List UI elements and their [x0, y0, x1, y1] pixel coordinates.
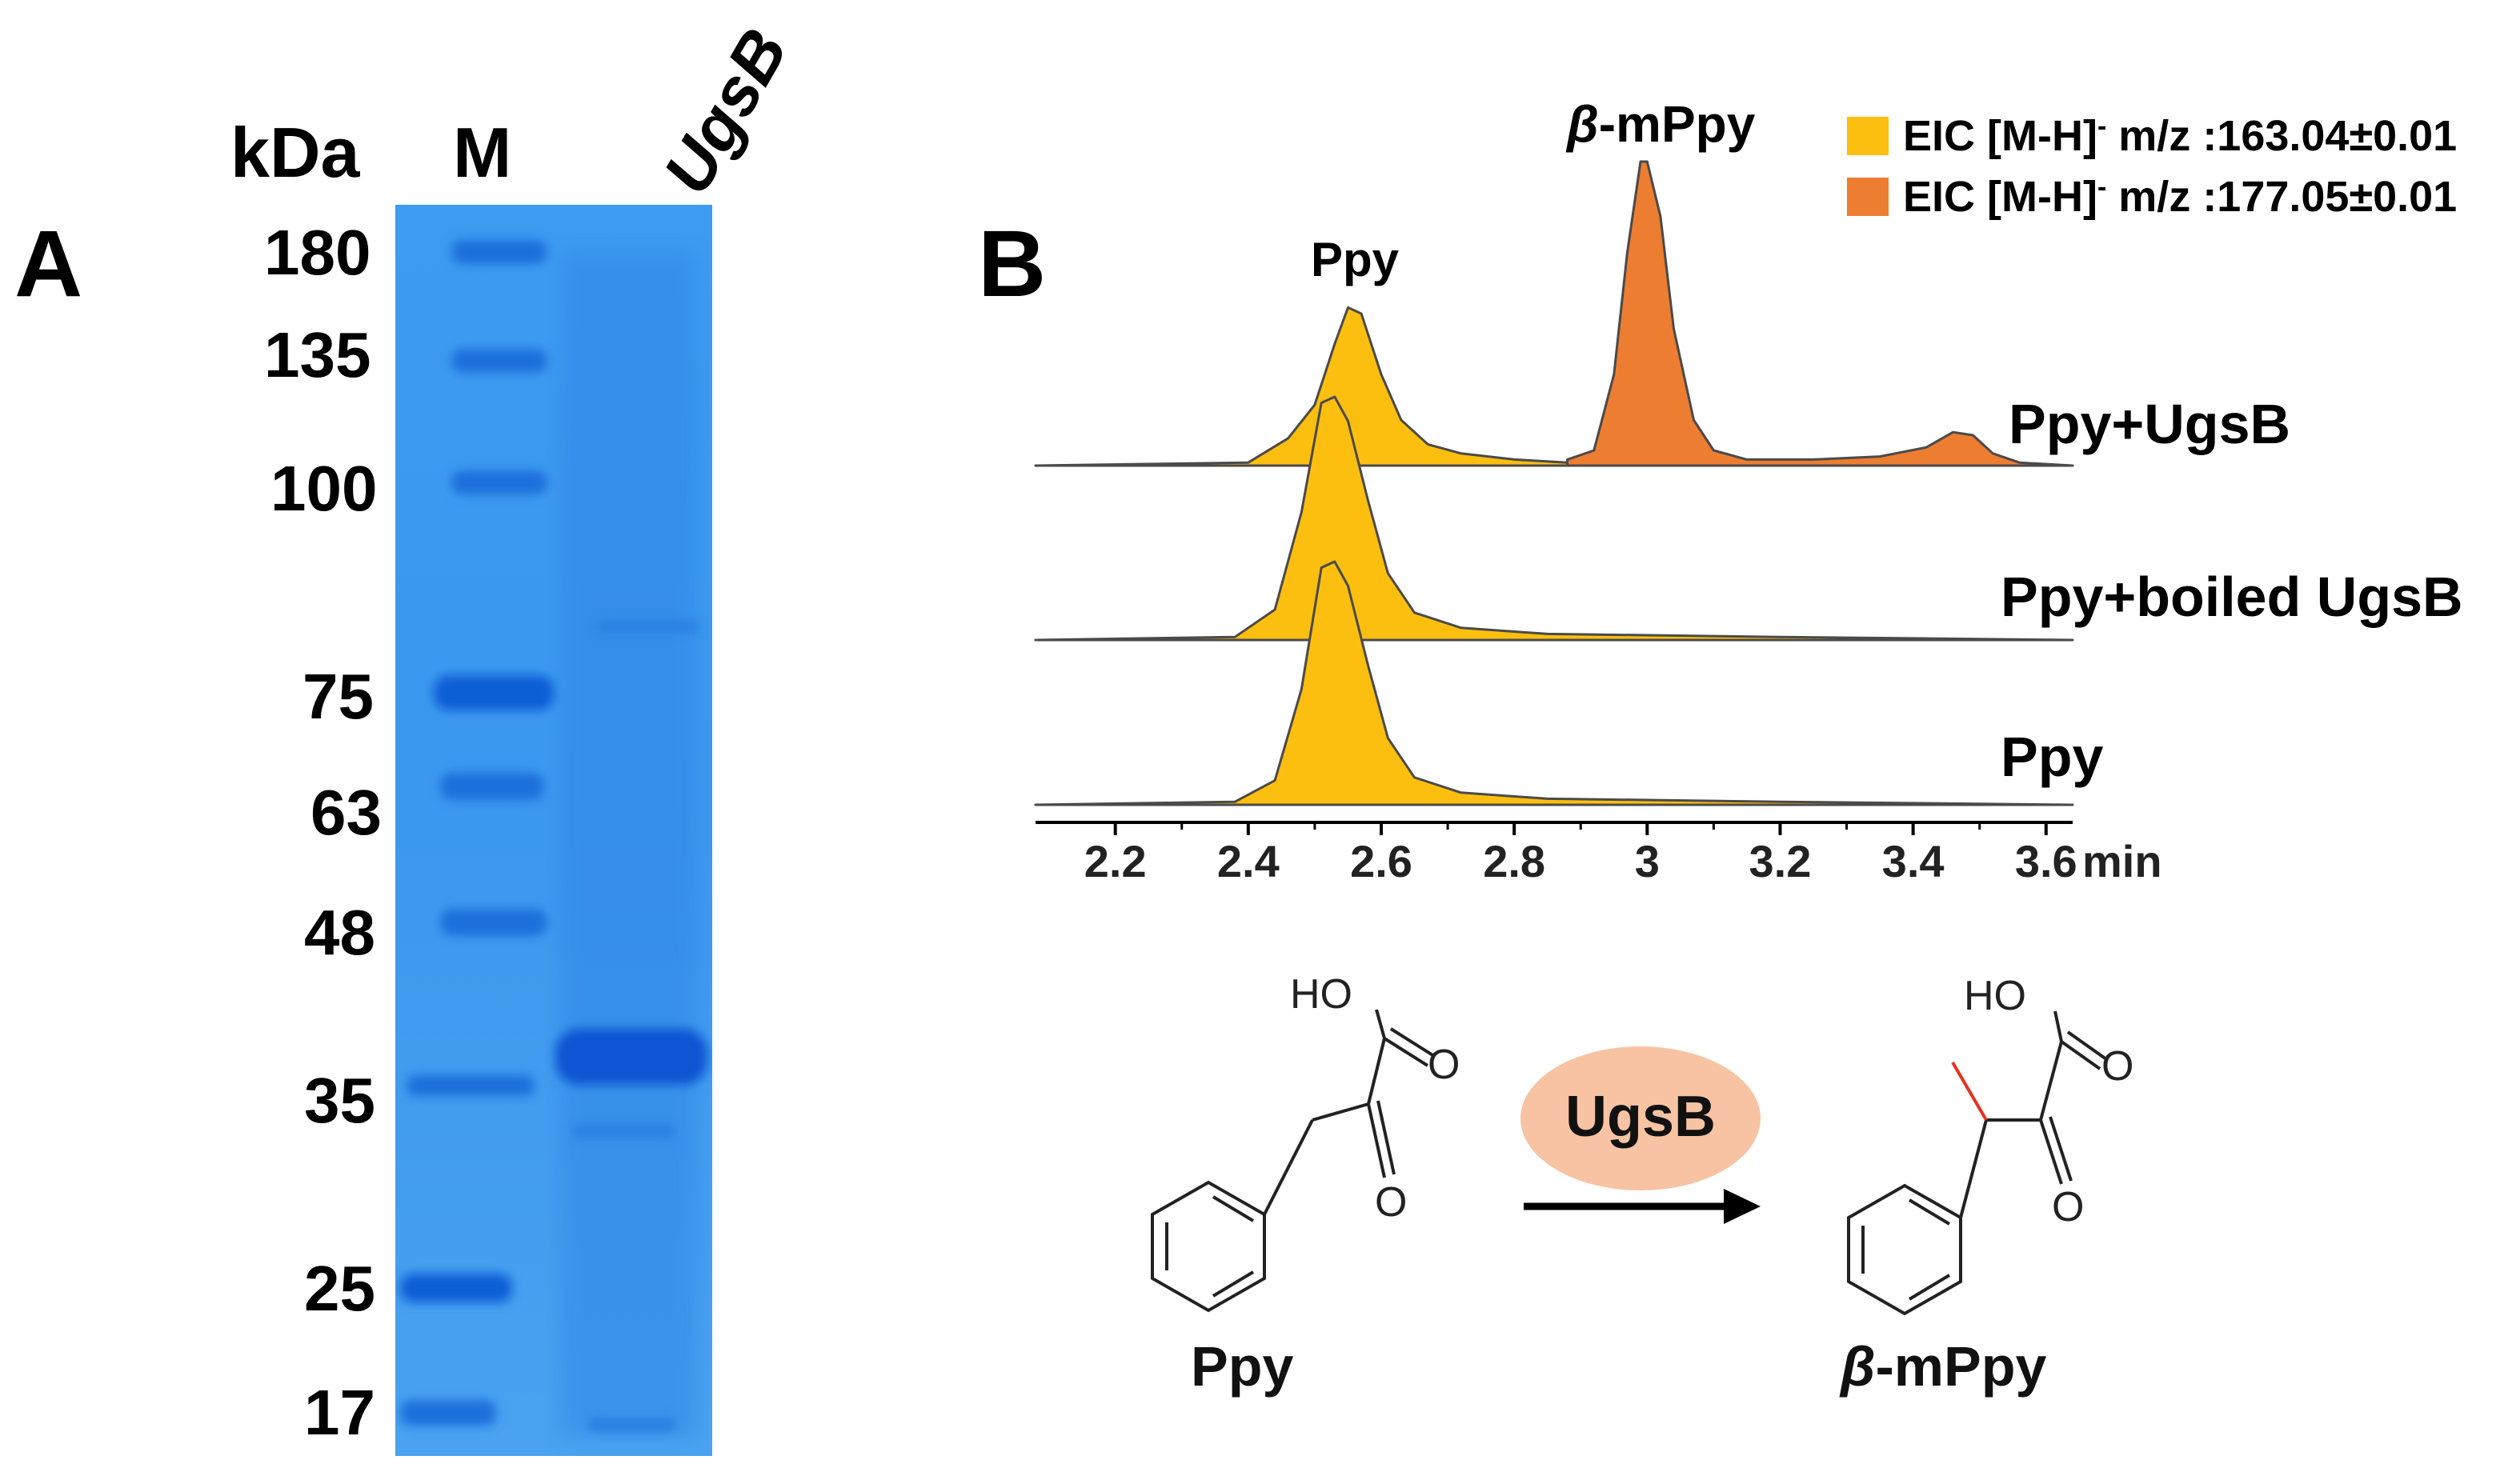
substrate-label: Ppy — [1191, 1335, 1293, 1398]
x-tick-label: 2.8 — [1483, 836, 1545, 886]
reaction-arrow-head — [1724, 1189, 1761, 1224]
c-c-bond — [1312, 1102, 1369, 1122]
trace-label: Ppy+UgsB — [2009, 393, 2291, 455]
legend: EIC [M-H]- m/z :163.04±0.01 EIC [M-H]- m… — [1847, 106, 2457, 227]
atom-o-keto-substrate: O — [1375, 1179, 1407, 1226]
marker-band-63 — [440, 773, 544, 800]
marker-band-25 — [400, 1274, 512, 1302]
beta-symbol: β — [1567, 95, 1599, 153]
sample-lane — [555, 621, 707, 1432]
x-tick-label: 3.4 — [1882, 836, 1945, 886]
sample-lane-smear — [560, 253, 696, 1437]
eic-peak-area — [1034, 306, 1569, 467]
acid-oh-bond — [1375, 1009, 1386, 1039]
marker-band-35 — [407, 1075, 535, 1096]
ch-bond — [1959, 1119, 1988, 1218]
legend-label: EIC [M-H] — [1903, 112, 2097, 160]
ladder-label: 63 — [310, 777, 382, 848]
sample-band-faint — [595, 621, 699, 632]
atom-o-keto-product: O — [2052, 1184, 2084, 1230]
ch2-bond — [1263, 1119, 1314, 1215]
enzyme-ellipse — [1520, 1046, 1761, 1190]
ladder-label: 135 — [264, 319, 371, 390]
traces — [1034, 160, 2074, 806]
product-label: β-mPpy — [1839, 1335, 2046, 1398]
legend-swatch — [1847, 178, 1889, 216]
legend-sup: - — [2097, 172, 2107, 202]
peak-label-ppy: Ppy — [1311, 233, 1400, 286]
acid-bond — [1367, 1038, 1386, 1105]
gel-image — [395, 205, 712, 1456]
acid-bond — [2039, 1041, 2063, 1121]
sample-band-bottom — [587, 1418, 675, 1432]
sample-band-main — [555, 1029, 707, 1085]
methyl-bond — [1951, 1061, 1988, 1122]
product-label-beta: β — [1839, 1335, 1875, 1398]
eic-peak-area — [1034, 395, 2074, 642]
keto-bond — [2039, 1119, 2063, 1185]
trace-label: Ppy — [2001, 726, 2104, 788]
atom-o-substrate: O — [1428, 1042, 1460, 1088]
legend-suffix: m/z :177.05±0.01 — [2118, 173, 2458, 221]
marker-band-17 — [400, 1400, 496, 1426]
ladder-label: 17 — [304, 1377, 375, 1448]
lane-label-marker: M — [453, 113, 512, 192]
x-tick-label: 3.6 — [2015, 836, 2077, 886]
sample-band-lower — [571, 1125, 675, 1138]
ladder-label: 75 — [302, 661, 374, 732]
ladder-label: 100 — [270, 453, 378, 524]
peak-label-beta-mppy: β-mPpy — [1567, 94, 1755, 154]
reaction-scheme: HO O O UgsB HO O O Ppy β-mPpy — [1151, 976, 2133, 1398]
acid-co-bond — [1383, 1037, 1429, 1067]
product-label-rest: -mPpy — [1875, 1335, 2046, 1398]
legend-entry: EIC [M-H]- m/z :163.04±0.01 — [1847, 106, 2457, 166]
beta-label-rest: -mPpy — [1598, 95, 1756, 153]
panel-b-letter: B — [978, 211, 1047, 317]
enzyme-label: UgsB — [1565, 1085, 1716, 1149]
marker-band-75 — [434, 675, 554, 710]
legend-suffix: m/z :163.04±0.01 — [2118, 112, 2458, 160]
x-tick-label: 3 — [1635, 836, 1660, 886]
ladder-label: 48 — [304, 897, 375, 968]
benzene-ring — [1847, 1183, 1962, 1316]
x-tick-label: 2.2 — [1084, 836, 1147, 886]
panel-a-letter: A — [14, 211, 83, 317]
ladder-label: 180 — [264, 217, 371, 288]
benzene-ring — [1151, 1180, 1266, 1313]
marker-band-135 — [451, 349, 547, 373]
kda-label: kDa — [230, 113, 360, 192]
legend-entry: EIC [M-H]- m/z :177.05±0.01 — [1847, 166, 2457, 227]
acid-co-bond — [2060, 1040, 2101, 1070]
x-tick-label: 3.2 — [1749, 836, 1812, 886]
marker-lane — [400, 240, 554, 1426]
x-axis-unit: min — [2082, 836, 2162, 886]
atom-ho-substrate: HO — [1290, 976, 1352, 1018]
marker-band-100 — [451, 470, 547, 494]
x-axis: 2.2 2.4 2.6 2.8 3 3.2 3.4 3.6 min — [1036, 821, 2162, 886]
keto-bond — [1367, 1103, 1386, 1178]
acid-oh-bond — [2053, 1010, 2063, 1042]
ladder-label: 35 — [304, 1065, 375, 1136]
ladder-label: 25 — [304, 1253, 375, 1324]
eic-peak-area — [1566, 160, 2074, 467]
legend-swatch — [1847, 117, 1889, 155]
marker-band-48 — [440, 909, 547, 936]
x-tick-label: 2.6 — [1350, 836, 1412, 886]
product-structure — [1847, 1010, 2108, 1316]
substrate-structure — [1151, 1009, 1436, 1313]
atom-o-product: O — [2101, 1043, 2133, 1090]
legend-label: EIC [M-H] — [1903, 173, 2097, 221]
eic-peak-area — [1034, 560, 2074, 806]
legend-sup: - — [2097, 111, 2107, 142]
trace-label: Ppy+boiled UgsB — [2001, 566, 2463, 628]
x-tick-label: 2.4 — [1217, 836, 1280, 886]
atom-ho-product: HO — [1964, 976, 2026, 1019]
marker-band-180 — [451, 240, 547, 264]
